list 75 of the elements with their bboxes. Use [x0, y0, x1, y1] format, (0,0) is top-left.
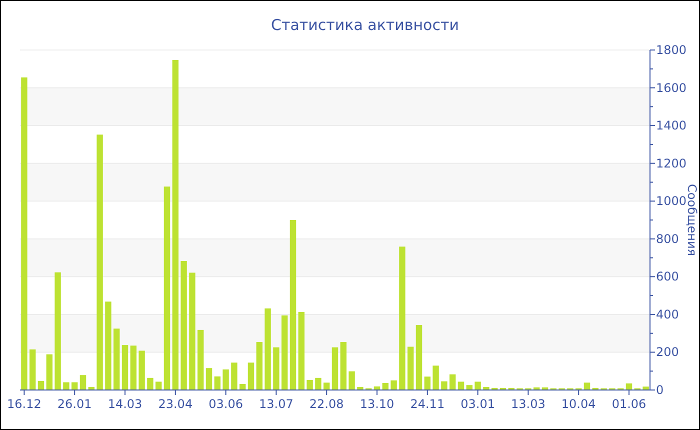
- bar: [105, 302, 112, 390]
- bar: [290, 220, 296, 390]
- bar: [298, 312, 305, 390]
- bar: [172, 60, 179, 390]
- bar: [474, 382, 481, 390]
- bar: [164, 186, 170, 390]
- bar: [315, 378, 322, 390]
- bar: [222, 369, 229, 390]
- x-tick-label: 03.01: [460, 397, 495, 411]
- y-tick-label: 800: [656, 232, 679, 246]
- bar: [432, 366, 439, 390]
- bar: [248, 362, 254, 390]
- y-tick-label: 1600: [656, 80, 687, 95]
- bar: [584, 382, 590, 390]
- x-tick-label: 16.12: [7, 397, 42, 411]
- bar: [155, 382, 162, 390]
- x-tick-label: 10.04: [561, 397, 596, 411]
- bar: [273, 347, 280, 390]
- bar: [390, 380, 397, 390]
- bar: [306, 380, 313, 390]
- bar: [323, 382, 330, 390]
- y-tick-label: 1800: [656, 43, 687, 57]
- bar: [256, 342, 263, 390]
- bar: [340, 342, 347, 390]
- bar: [424, 376, 431, 390]
- bar: [189, 272, 196, 390]
- y-tick-label: 1000: [656, 194, 687, 208]
- x-tick-label: 13.03: [511, 397, 546, 411]
- x-tick-label: 23.04: [158, 397, 193, 411]
- bar: [80, 375, 86, 390]
- bar: [348, 371, 355, 390]
- bar: [206, 368, 212, 390]
- bar: [642, 386, 649, 390]
- x-tick-label: 26.01: [57, 397, 92, 411]
- bar: [122, 345, 128, 390]
- x-tick-label: 24.11: [410, 397, 445, 411]
- bar: [441, 381, 448, 390]
- bar: [96, 134, 103, 390]
- bar: [46, 354, 53, 390]
- x-tick-label: 03.06: [208, 397, 243, 411]
- y-axis-title: Сообщения: [685, 184, 699, 256]
- x-tick-label: 01.06: [612, 397, 646, 411]
- bar: [281, 315, 288, 390]
- bar: [113, 328, 120, 390]
- x-tick-label: 22.08: [309, 397, 344, 411]
- bar: [458, 382, 464, 390]
- bar: [138, 350, 145, 390]
- y-tick-label: 200: [656, 345, 679, 360]
- bar: [214, 376, 221, 390]
- bar: [130, 346, 137, 390]
- x-tick-label: 13.07: [259, 397, 294, 411]
- bar: [29, 349, 36, 390]
- x-tick-label: 13.10: [360, 397, 394, 411]
- bar: [399, 246, 406, 390]
- bar: [63, 382, 70, 390]
- bar: [449, 374, 456, 390]
- bar: [264, 308, 271, 390]
- bar: [332, 347, 338, 390]
- bar: [416, 325, 422, 390]
- y-tick-label: 600: [656, 270, 679, 284]
- x-tick-label: 14.03: [108, 397, 142, 411]
- chart-title: Статистика активности: [271, 16, 459, 34]
- bar: [197, 330, 204, 390]
- bar: [147, 378, 154, 390]
- bar: [54, 272, 61, 390]
- y-tick-label: 1200: [656, 156, 687, 170]
- bar: [21, 77, 28, 390]
- y-tick-label: 0: [656, 383, 664, 397]
- bar: [38, 380, 44, 390]
- bar: [231, 362, 238, 390]
- y-tick-label: 400: [656, 307, 679, 322]
- bar: [407, 346, 414, 390]
- bar: [382, 383, 389, 390]
- bar: [180, 260, 187, 390]
- y-tick-label: 1400: [656, 118, 687, 133]
